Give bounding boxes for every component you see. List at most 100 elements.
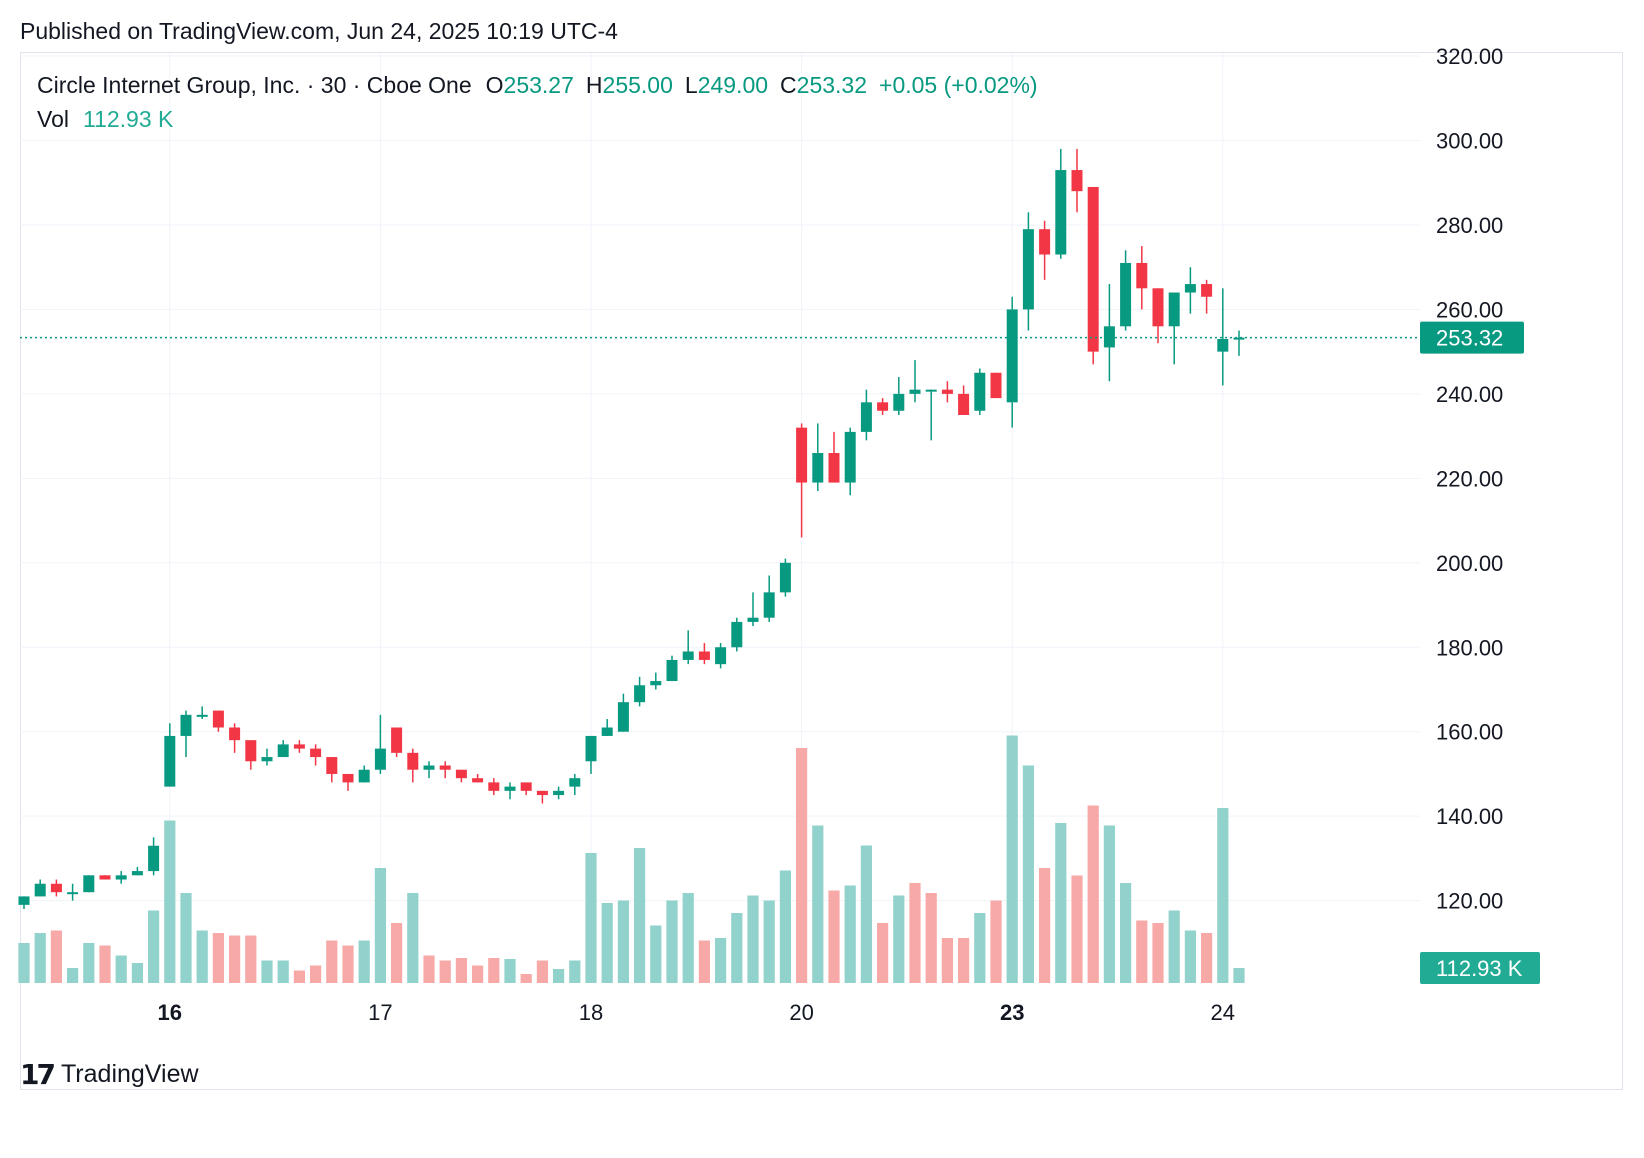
tradingview-logo[interactable]: 17 TradingView [20,1058,199,1091]
candle-body [909,389,921,394]
candle [212,710,224,732]
candle [731,617,743,652]
change-value: +0.05 (+0.02%) [879,72,1038,98]
price-tick-label: 180.00 [1436,635,1503,660]
price-tick-label: 120.00 [1436,889,1503,914]
candle [99,875,111,880]
candle-body [423,765,435,770]
candle-body [877,402,889,411]
last-volume-label: 112.93 K [1436,956,1523,981]
symbol-title[interactable]: Circle Internet Group, Inc. · 30 · Cboe … [37,72,472,98]
candle-body [1006,309,1018,403]
open-label: O [485,72,504,98]
candle [553,786,565,800]
candle-body [326,757,338,774]
candle-body [277,744,289,758]
volume-bar [893,895,905,983]
candle-body [601,727,613,736]
candle-body [682,651,694,660]
candle [715,643,727,669]
candle-body [1217,338,1229,352]
price-tick-label: 140.00 [1436,804,1503,829]
candle-body [536,790,548,796]
volume-bar [520,974,532,983]
candle [812,423,824,492]
volume-bar [682,893,694,983]
candle [877,398,889,415]
candle-body [99,875,111,880]
candle-body [666,659,678,682]
candle-body [212,710,224,728]
candle [1103,284,1115,382]
price-tick-label: 280.00 [1436,213,1503,238]
candle-body [1022,229,1034,310]
candle [391,727,403,758]
candle [909,360,921,403]
candle [196,706,208,720]
candle-body [180,714,192,736]
time-tick-label: 24 [1211,1000,1235,1025]
volume-bar [212,933,224,983]
time-tick-label: 20 [789,1000,813,1025]
candle-body [747,617,759,622]
candle-body [164,735,176,787]
candle [763,575,775,622]
volume-bar [779,870,791,983]
volume-bar [1152,923,1164,983]
candle-body [763,592,775,618]
volume-bar [83,943,95,983]
candle-body [1055,170,1067,255]
candle-body [472,778,484,783]
candle [277,740,289,758]
time-tick-label: 18 [579,1000,603,1025]
volume-label[interactable]: Vol [37,106,69,132]
candle [666,655,678,682]
volume-bar [504,959,516,983]
candle-body [358,769,370,783]
volume-bar [196,930,208,983]
price-tick-label: 220.00 [1436,466,1503,491]
candle [18,896,30,910]
tradingview-logo-icon: 17 [20,1058,56,1091]
volume-bar [1136,920,1148,983]
volume-bar [245,935,257,983]
volume-bar [990,900,1002,983]
candle [293,740,305,753]
candle [844,427,856,496]
candle [472,773,484,783]
candle [1055,148,1067,259]
candle-body [650,681,662,686]
volume-bar [391,923,403,983]
candle [455,769,467,783]
volume-bar [374,868,386,983]
candle [569,773,581,796]
time-axis: 16 17 18 20 23 24 [158,1000,1235,1025]
candle [1022,212,1034,331]
volume-bar [601,903,613,983]
price-tick-label: 160.00 [1436,720,1503,745]
candle [634,676,646,707]
volume-bar [342,945,354,983]
candle-body [261,757,273,762]
volume-bar [472,965,484,983]
candle [1217,288,1229,386]
candle [682,630,694,665]
candle-body [504,786,516,791]
time-tick-label: 23 [1000,1000,1024,1025]
candle-body [310,748,322,758]
volume-bar [488,958,500,983]
candle-body [569,778,581,787]
volume-bar [50,930,62,983]
price-tick-label: 240.00 [1436,382,1503,407]
candle-body [342,773,354,783]
candle [585,735,597,774]
candle [358,765,370,783]
price-tick-label: 200.00 [1436,551,1503,576]
candle [1039,220,1051,280]
last-volume-badge [1420,952,1540,984]
time-tick-label: 17 [368,1000,392,1025]
volume-bar [18,943,30,983]
grid-lines [20,53,1420,983]
candle [50,879,62,897]
